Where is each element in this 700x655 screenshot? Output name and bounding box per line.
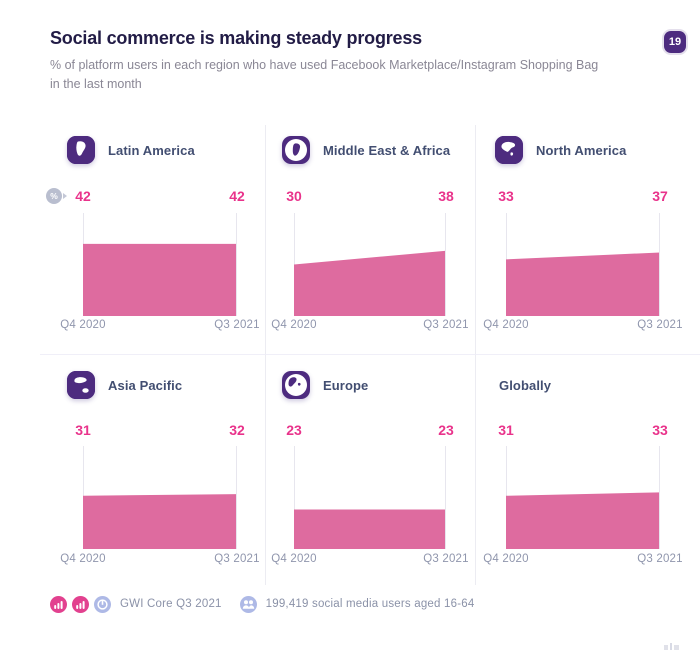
area-chart — [506, 213, 660, 316]
x-axis-labels: Q4 2020 Q3 2021 — [476, 319, 690, 331]
region-title: North America — [536, 142, 627, 158]
panel-header: Europe — [282, 371, 368, 399]
x-axis-labels: Q4 2020 Q3 2021 — [53, 319, 267, 331]
area-chart — [294, 213, 446, 316]
footer: GWI Core Q3 2021 199,419 social media us… — [50, 595, 474, 613]
start-value: 23 — [286, 422, 302, 438]
bar-chart-icon — [72, 595, 89, 613]
panel-europe: Europe 23 23 Q4 2020 Q3 2021 — [266, 355, 476, 585]
percent-arrow-badge-icon: % — [46, 188, 67, 204]
panel-globally: Globally 31 33 Q4 2020 Q3 2021 — [476, 355, 700, 585]
end-value: 42 — [229, 188, 245, 204]
audience-people-icon — [239, 595, 257, 613]
x-label-end: Q3 2021 — [423, 319, 469, 331]
panel-header: Asia Pacific — [67, 371, 182, 399]
end-value: 37 — [652, 188, 668, 204]
x-label-start: Q4 2020 — [271, 319, 317, 331]
panel-header: Latin America — [67, 136, 195, 164]
value-labels: 31 32 — [53, 422, 267, 438]
value-labels: 42 42 — [53, 188, 267, 204]
page-subtitle: % of platform users in each region who h… — [50, 58, 599, 92]
end-value: 33 — [652, 422, 668, 438]
end-value: 32 — [229, 422, 245, 438]
start-value: 31 — [75, 422, 91, 438]
value-labels: 33 37 — [476, 188, 690, 204]
audience-label: 199,419 social media users aged 16-64 — [265, 598, 475, 610]
region-title: Globally — [499, 377, 552, 393]
panel-asia-pacific: Asia Pacific 31 32 Q4 2020 Q3 2021 — [40, 355, 266, 585]
x-axis-labels: Q4 2020 Q3 2021 — [264, 319, 476, 331]
page-corner-artifact — [664, 643, 679, 650]
asia-pacific-globe-icon — [67, 371, 95, 399]
middle-east-africa-globe-icon — [282, 136, 310, 164]
arrow-right-icon — [63, 193, 67, 199]
start-value: 31 — [498, 422, 514, 438]
panel-header: Globally — [499, 371, 551, 399]
north-america-globe-icon — [495, 136, 523, 164]
x-label-start: Q4 2020 — [60, 553, 106, 565]
latin-america-globe-icon — [67, 136, 95, 164]
x-label-end: Q3 2021 — [637, 319, 683, 331]
x-label-start: Q4 2020 — [271, 553, 317, 565]
gwi-logo-icon — [94, 595, 111, 613]
panel-header: Middle East & Africa — [282, 136, 450, 164]
value-labels: 31 33 — [476, 422, 690, 438]
start-value: 30 — [286, 188, 302, 204]
page-title: Social commerce is making steady progres… — [50, 28, 422, 48]
area-chart — [83, 213, 237, 316]
source-label: GWI Core Q3 2021 — [120, 598, 222, 610]
panel-header: North America — [495, 136, 626, 164]
start-value: 42 — [75, 188, 91, 204]
x-label-end: Q3 2021 — [423, 553, 469, 565]
region-title: Asia Pacific — [108, 377, 183, 393]
europe-globe-icon — [282, 371, 310, 399]
x-label-end: Q3 2021 — [637, 553, 683, 565]
charts-grid: Latin America % 42 42 Q4 2020 Q3 2021 Mi… — [40, 125, 700, 585]
x-label-end: Q3 2021 — [214, 553, 260, 565]
x-axis-labels: Q4 2020 Q3 2021 — [53, 553, 267, 565]
panel-latin-america: Latin America % 42 42 Q4 2020 Q3 2021 — [40, 125, 266, 355]
x-label-end: Q3 2021 — [214, 319, 260, 331]
bar-chart-icon — [50, 595, 67, 613]
page-header: Social commerce is making steady progres… — [50, 28, 610, 95]
end-value: 38 — [438, 188, 454, 204]
page-number-badge: 19 — [664, 31, 686, 53]
x-axis-labels: Q4 2020 Q3 2021 — [476, 553, 690, 565]
region-title: Latin America — [108, 142, 195, 158]
x-axis-labels: Q4 2020 Q3 2021 — [264, 553, 476, 565]
x-label-start: Q4 2020 — [483, 553, 529, 565]
panel-north-america: North America 33 37 Q4 2020 Q3 2021 — [476, 125, 700, 355]
area-chart — [83, 446, 237, 549]
region-title: Middle East & Africa — [323, 142, 451, 158]
end-value: 23 — [438, 422, 454, 438]
x-label-start: Q4 2020 — [60, 319, 106, 331]
panel-middle-east-africa: Middle East & Africa 30 38 Q4 2020 Q3 20… — [266, 125, 476, 355]
start-value: 33 — [498, 188, 514, 204]
value-labels: 30 38 — [264, 188, 476, 204]
area-chart — [506, 446, 660, 549]
percent-icon: % — [46, 188, 62, 204]
area-chart — [294, 446, 446, 549]
region-title: Europe — [323, 377, 369, 393]
x-label-start: Q4 2020 — [483, 319, 529, 331]
value-labels: 23 23 — [264, 422, 476, 438]
